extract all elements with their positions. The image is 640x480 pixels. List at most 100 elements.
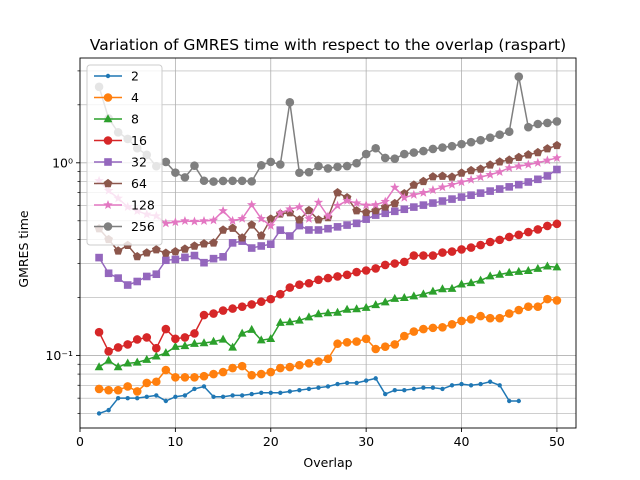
data-point (352, 267, 361, 277)
data-point (447, 172, 457, 181)
data-point (390, 259, 400, 268)
data-point (410, 203, 418, 211)
data-point (96, 411, 102, 416)
data-point (285, 283, 295, 292)
data-point (114, 274, 122, 282)
data-point (276, 289, 285, 299)
data-point (409, 251, 419, 260)
data-point (152, 343, 161, 353)
data-point (524, 122, 533, 132)
data-point (161, 157, 171, 167)
grid (79, 58, 576, 428)
data-point (103, 136, 113, 145)
data-point (285, 317, 295, 326)
data-point (218, 176, 228, 186)
data-point (285, 362, 295, 372)
data-point (466, 243, 476, 252)
data-point (105, 73, 111, 79)
data-point (400, 205, 409, 214)
legend-label: 16 (131, 133, 147, 148)
data-point (123, 340, 132, 349)
data-point (228, 239, 237, 247)
data-point (237, 328, 247, 337)
data-point (295, 221, 304, 230)
data-point (113, 385, 123, 395)
data-point (380, 342, 390, 351)
data-point (154, 393, 159, 398)
data-point (182, 393, 188, 398)
data-point (552, 262, 562, 271)
data-point (553, 165, 561, 174)
data-point (504, 309, 514, 318)
data-point (438, 284, 447, 293)
data-point (351, 198, 362, 208)
data-point (275, 208, 286, 218)
data-point (449, 383, 455, 388)
data-point (466, 137, 476, 147)
data-point (542, 155, 553, 165)
x-tick-label: 10 (167, 434, 183, 449)
data-point (381, 209, 390, 218)
data-point (438, 197, 447, 205)
data-point (171, 246, 180, 256)
data-point (266, 157, 276, 167)
data-point (276, 160, 285, 169)
data-point (266, 220, 276, 230)
x-tick-label: 50 (549, 434, 565, 449)
data-point (361, 302, 371, 311)
data-point (354, 380, 359, 386)
data-point (123, 281, 132, 289)
legend: 2 4 8 16 32 64 128 256 (86, 64, 163, 246)
data-point (218, 334, 228, 343)
data-point (428, 172, 438, 181)
data-point (247, 244, 256, 252)
legend-label: 256 (131, 219, 155, 234)
data-point (457, 245, 466, 254)
data-point (333, 272, 342, 281)
data-point (475, 172, 486, 182)
data-point (380, 297, 390, 306)
data-point (190, 251, 199, 260)
data-point (142, 248, 152, 257)
data-point (151, 351, 161, 360)
data-point (421, 385, 426, 390)
legend-label: 32 (131, 155, 147, 170)
data-point (247, 324, 257, 333)
data-point (323, 354, 333, 364)
data-point (218, 205, 228, 215)
data-point (180, 333, 190, 342)
data-point (476, 240, 485, 250)
data-point (200, 258, 208, 267)
data-point (402, 387, 407, 393)
data-point (123, 382, 132, 391)
data-point (418, 187, 429, 197)
axes-frame (79, 57, 577, 429)
data-point (132, 387, 142, 396)
data-point (135, 395, 140, 401)
data-point (476, 135, 485, 145)
data-point (516, 398, 521, 404)
data-point (476, 189, 485, 197)
data-point (447, 320, 457, 329)
data-point (409, 189, 419, 199)
data-point (533, 147, 543, 157)
data-point (352, 219, 361, 228)
data-point (103, 200, 113, 210)
data-point (190, 241, 199, 250)
data-point (171, 372, 180, 382)
data-point (228, 363, 237, 373)
data-point (142, 272, 151, 281)
data-point (390, 293, 400, 302)
data-point (161, 365, 171, 375)
legend-entry-2: 2 (94, 69, 139, 84)
data-point (438, 322, 447, 332)
data-point (285, 98, 295, 107)
data-point (485, 313, 495, 323)
data-point (552, 140, 562, 150)
data-point (171, 168, 180, 177)
data-point (380, 153, 390, 163)
data-point (152, 270, 161, 279)
data-point (390, 207, 399, 216)
legend-entry-256: 256 (94, 219, 155, 234)
data-point (371, 143, 380, 153)
